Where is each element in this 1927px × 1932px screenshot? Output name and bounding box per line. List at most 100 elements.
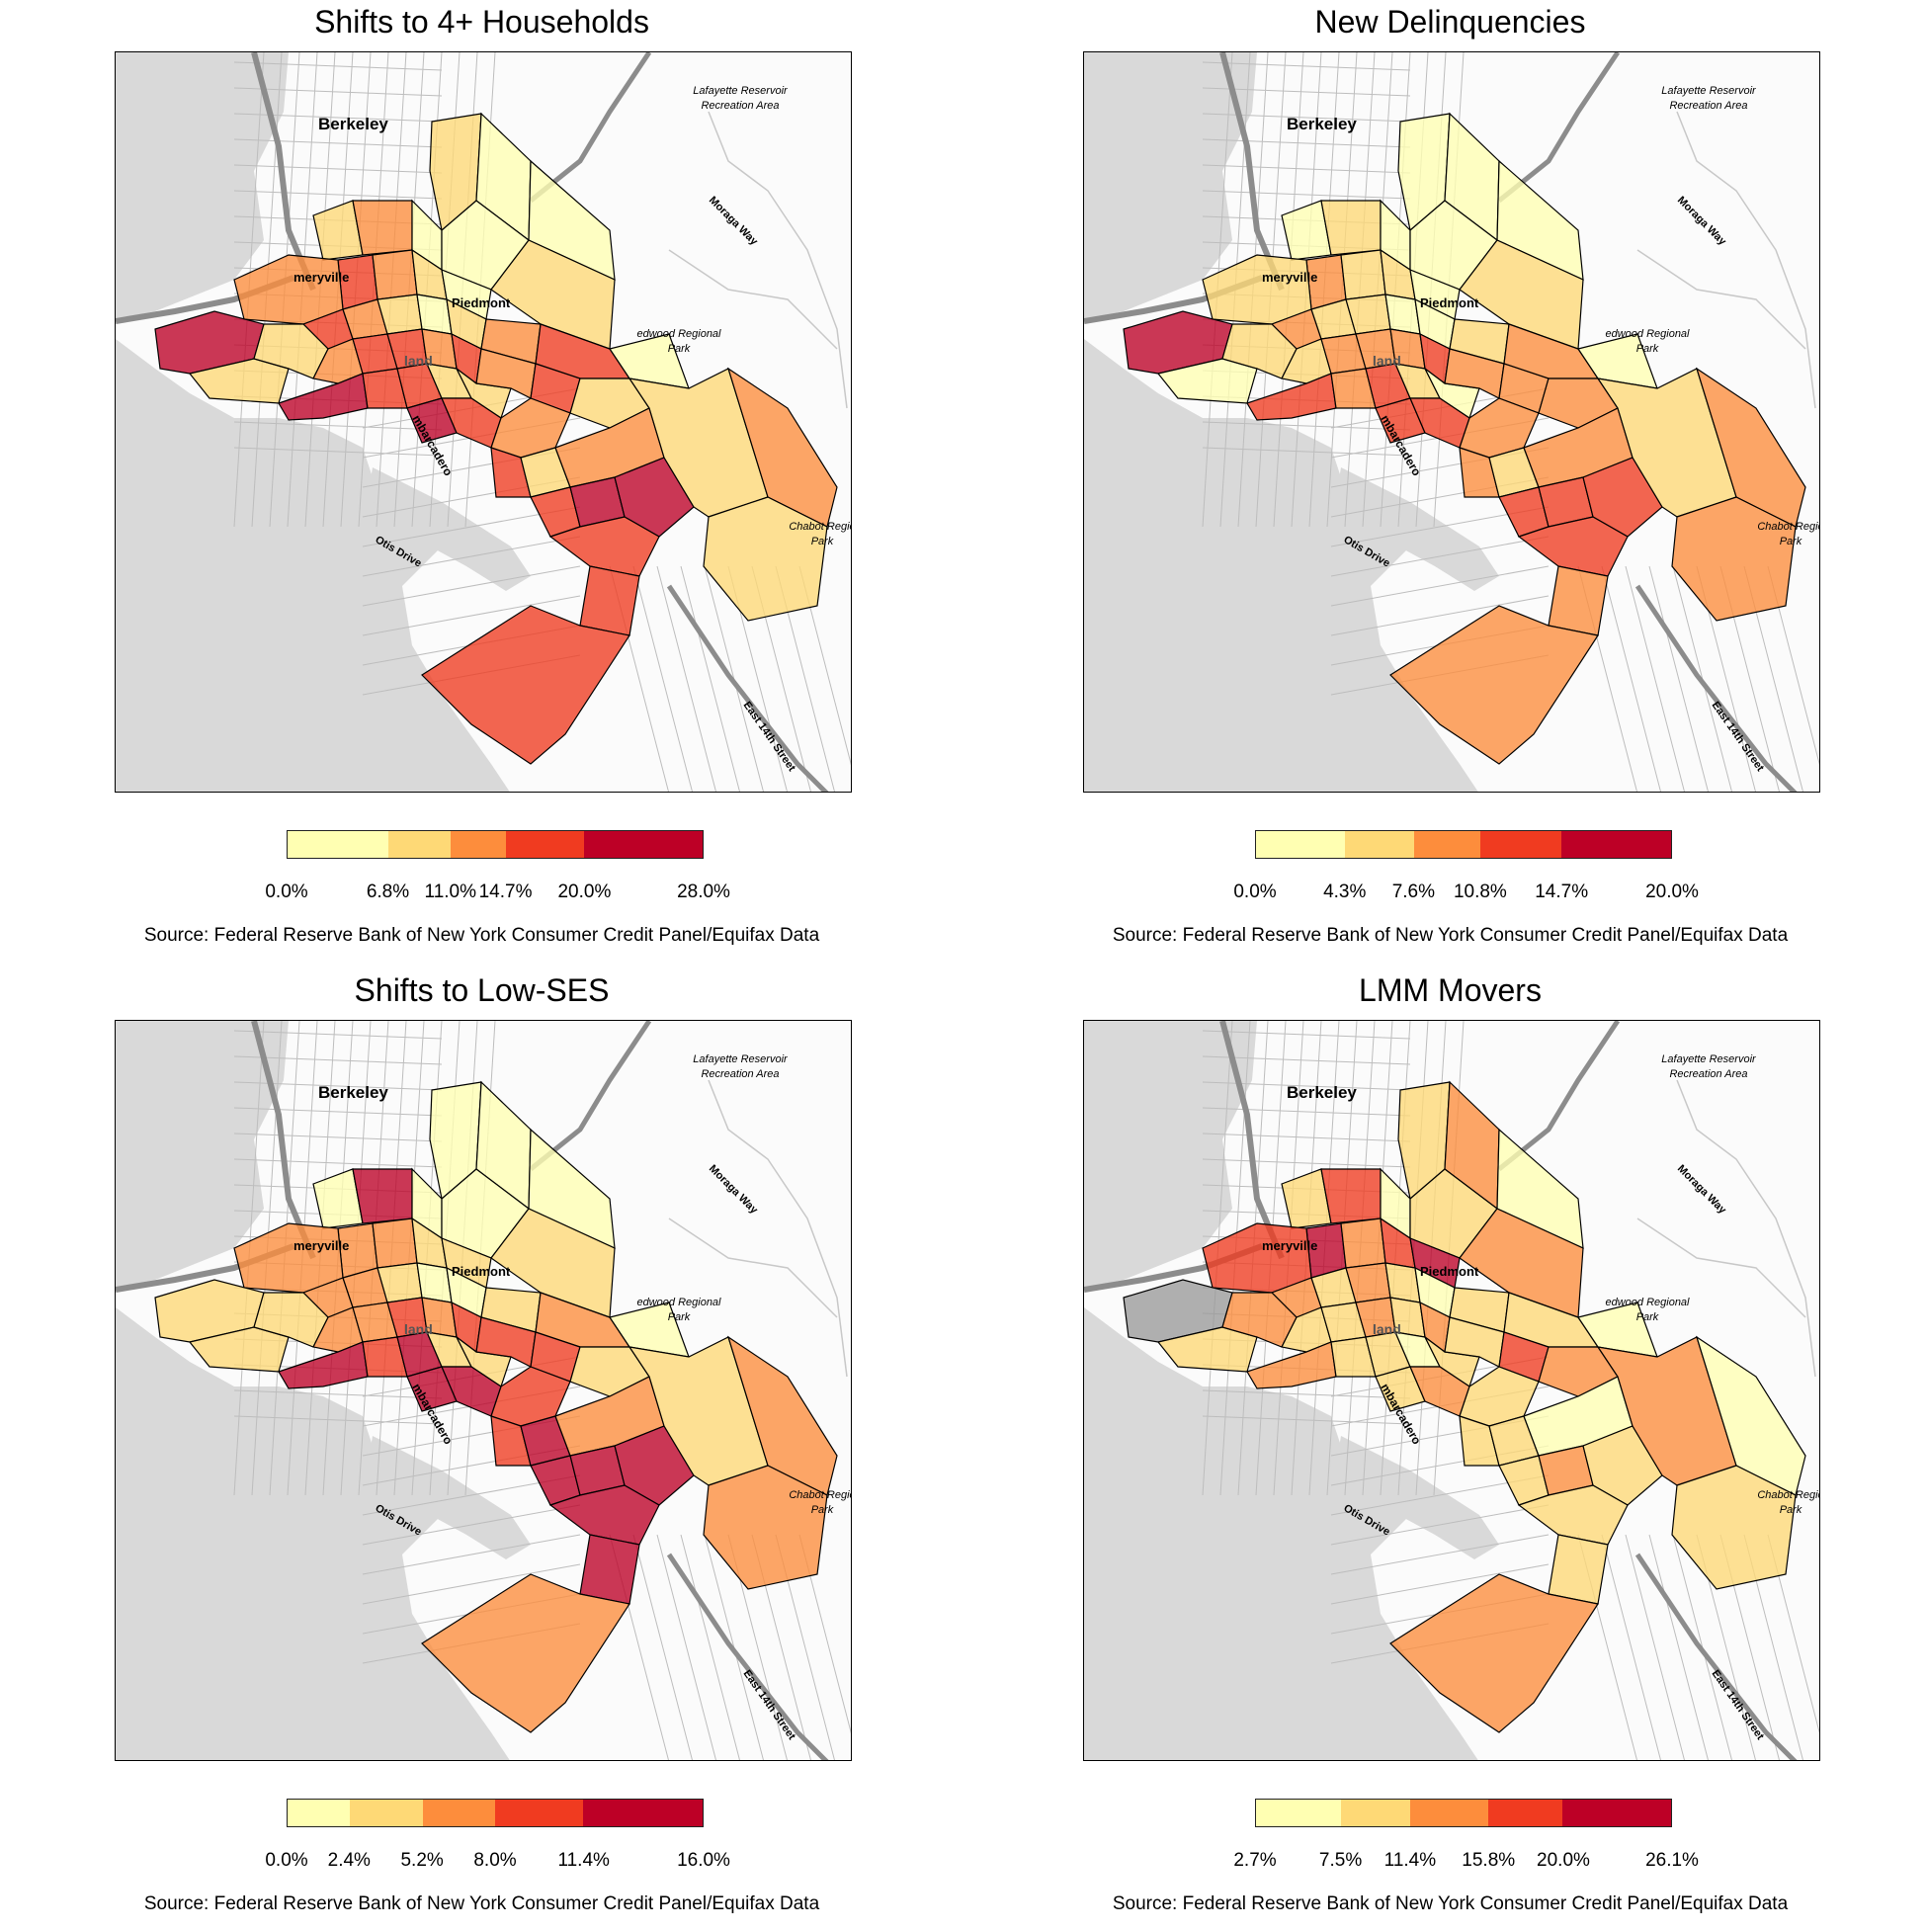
park-trail <box>668 249 838 350</box>
legend-break-label: 20.0% <box>1537 1850 1590 1871</box>
map-panel: LMM Movers Berkeley Lafayette Reservoir … <box>968 968 1927 1932</box>
channel-water <box>1336 467 1499 591</box>
tract-polygon <box>1340 1218 1386 1269</box>
bay-water <box>1084 52 1257 319</box>
tract-polygon <box>1389 1573 1599 1733</box>
highway <box>1497 52 1621 203</box>
tract-polygon <box>475 348 537 399</box>
tract-polygon <box>372 249 418 300</box>
label-redwood: Park <box>1636 343 1659 355</box>
label-chabot: Chabot Regio <box>789 1489 852 1501</box>
tract-polygon <box>456 368 512 419</box>
bay-water <box>1084 1021 1257 1288</box>
label-redwood: edwood Regional <box>1605 1297 1690 1308</box>
map-svg: Berkeley Lafayette Reservoir Recreation … <box>116 1021 852 1760</box>
tract-polygon <box>352 1168 413 1224</box>
legend-break-label: 26.1% <box>1645 1850 1699 1871</box>
legend-swatch <box>1488 1800 1563 1826</box>
color-legend <box>1255 830 1672 859</box>
tract-polygon <box>1424 1336 1480 1387</box>
legend-break-label: 6.8% <box>366 882 410 902</box>
tract-polygon <box>1340 249 1386 300</box>
tract-polygon <box>1444 1316 1505 1368</box>
panel-title: New Delinquencies <box>1314 4 1586 40</box>
legend-break-label: 11.4% <box>557 1850 610 1871</box>
tract-polygon <box>1424 368 1480 419</box>
tract-polygon <box>1320 1168 1382 1224</box>
bay-water <box>116 339 510 792</box>
label-emeryville: meryville <box>293 270 349 285</box>
label-oakland: land <box>1373 353 1401 369</box>
tract-polygon <box>1444 348 1505 399</box>
choropleth-map: Berkeley Lafayette Reservoir Recreation … <box>1083 1020 1820 1761</box>
legend-break-label: 0.0% <box>265 882 308 902</box>
highway <box>666 1553 829 1760</box>
label-lafayette: Recreation Area <box>701 1068 779 1080</box>
legend-swatch <box>1479 831 1561 858</box>
tract-polygon <box>1695 1335 1806 1496</box>
park-trail <box>708 1079 848 1378</box>
legend-break-label: 0.0% <box>1233 882 1277 902</box>
tract-polygon <box>1671 496 1797 622</box>
tract-polygon <box>726 1335 838 1496</box>
legend-break-label: 16.0% <box>677 1850 730 1871</box>
choropleth-map: Berkeley Lafayette Reservoir Recreation … <box>1083 51 1820 793</box>
tract-polygon <box>1582 1425 1663 1506</box>
label-lafayette: Lafayette Reservoir <box>693 85 789 97</box>
tract-polygon <box>456 1336 512 1387</box>
label-redwood: edwood Regional <box>636 328 721 340</box>
bay-water <box>116 52 289 319</box>
highway <box>1634 584 1798 792</box>
tract-polygon <box>475 1316 537 1368</box>
legend-swatch <box>1410 1800 1489 1826</box>
map-panel: Shifts to 4+ Households Berkeley Lafayet… <box>0 0 964 964</box>
label-lafayette: Recreation Area <box>1669 1068 1747 1080</box>
source-note: Source: Federal Reserve Bank of New York… <box>1112 925 1789 946</box>
legend-swatch <box>1341 1800 1411 1826</box>
panel-title: Shifts to 4+ Households <box>314 4 649 40</box>
label-berkeley: Berkeley <box>318 115 388 133</box>
bay-water <box>1084 1307 1478 1760</box>
highway <box>666 584 829 792</box>
legend-swatch <box>288 831 388 858</box>
tract-polygon <box>352 200 413 256</box>
map-panel: New Delinquencies Berkeley Lafayette Res… <box>968 0 1927 964</box>
bay-water <box>116 1307 510 1760</box>
tract-polygon <box>421 1573 630 1733</box>
label-chabot: Chabot Regio <box>789 521 852 533</box>
legend-break-label: 20.0% <box>1645 882 1699 902</box>
legend-swatch <box>288 1800 350 1826</box>
tract-polygon <box>614 457 695 538</box>
tract-polygon <box>1582 457 1663 538</box>
tract-polygon <box>1695 367 1806 528</box>
label-lafayette: Recreation Area <box>701 100 779 112</box>
label-piedmont: Piedmont <box>452 295 511 310</box>
legend-swatch <box>422 1800 495 1826</box>
park-trail <box>1676 111 1816 409</box>
label-chabot: Chabot Regio <box>1757 1489 1820 1501</box>
tract-polygon <box>372 1218 418 1269</box>
label-berkeley: Berkeley <box>1287 115 1357 133</box>
label-oakland: land <box>404 1321 433 1337</box>
channel-water <box>1336 1436 1499 1559</box>
label-emeryville: meryville <box>1262 270 1317 285</box>
tract-polygon <box>188 1326 290 1373</box>
label-emeryville: meryville <box>293 1238 349 1253</box>
park-trail <box>1636 1218 1806 1318</box>
panel-title: Shifts to Low-SES <box>354 972 610 1008</box>
tract-polygon <box>703 496 828 622</box>
map-panel: Shifts to Low-SES Berkeley Lafayette Res… <box>0 968 964 1932</box>
park-trail <box>1636 249 1806 350</box>
legend-break-label: 7.6% <box>1391 882 1436 902</box>
tract-polygon <box>579 1534 640 1605</box>
legend-swatch <box>1413 831 1480 858</box>
park-trail <box>668 1218 838 1318</box>
legend-swatch <box>388 831 451 858</box>
tract-polygon <box>1156 358 1258 404</box>
legend-swatch <box>505 831 584 858</box>
label-berkeley: Berkeley <box>318 1083 388 1102</box>
legend-break-label: 7.5% <box>1318 1850 1363 1871</box>
legend-break-label: 14.7% <box>1535 882 1589 902</box>
tract-polygon <box>614 1425 695 1506</box>
tract-polygon <box>579 565 640 636</box>
